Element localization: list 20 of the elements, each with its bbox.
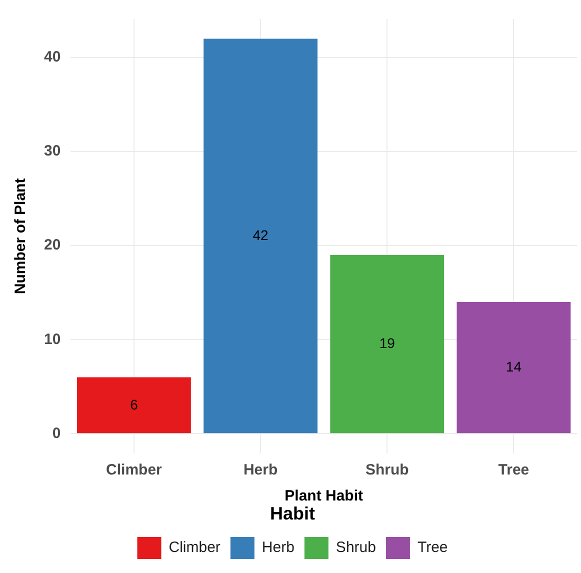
x-tick-label: Herb bbox=[243, 462, 278, 479]
y-tick-label: 0 bbox=[52, 424, 61, 442]
legend-title: Habit bbox=[270, 503, 316, 524]
legend-label: Shrub bbox=[336, 539, 376, 556]
legend-label: Climber bbox=[168, 539, 220, 556]
x-tick-label: Shrub bbox=[365, 462, 409, 479]
data-label: 14 bbox=[506, 358, 522, 375]
data-label: 19 bbox=[379, 335, 396, 352]
y-axis-title: Number of Plant bbox=[12, 178, 30, 294]
x-axis-title: Plant Habit bbox=[284, 488, 364, 505]
legend-label: Herb bbox=[262, 539, 294, 556]
y-tick-label: 40 bbox=[44, 48, 61, 66]
data-label: 42 bbox=[252, 227, 269, 244]
x-tick-label: Climber bbox=[106, 462, 162, 479]
y-tick-label: 30 bbox=[44, 142, 61, 160]
y-tick-label: 20 bbox=[44, 236, 61, 254]
data-label: 6 bbox=[130, 396, 138, 412]
x-tick-label: Tree bbox=[498, 462, 530, 479]
y-tick-label: 10 bbox=[44, 330, 61, 348]
legend-label: Tree bbox=[417, 539, 448, 556]
